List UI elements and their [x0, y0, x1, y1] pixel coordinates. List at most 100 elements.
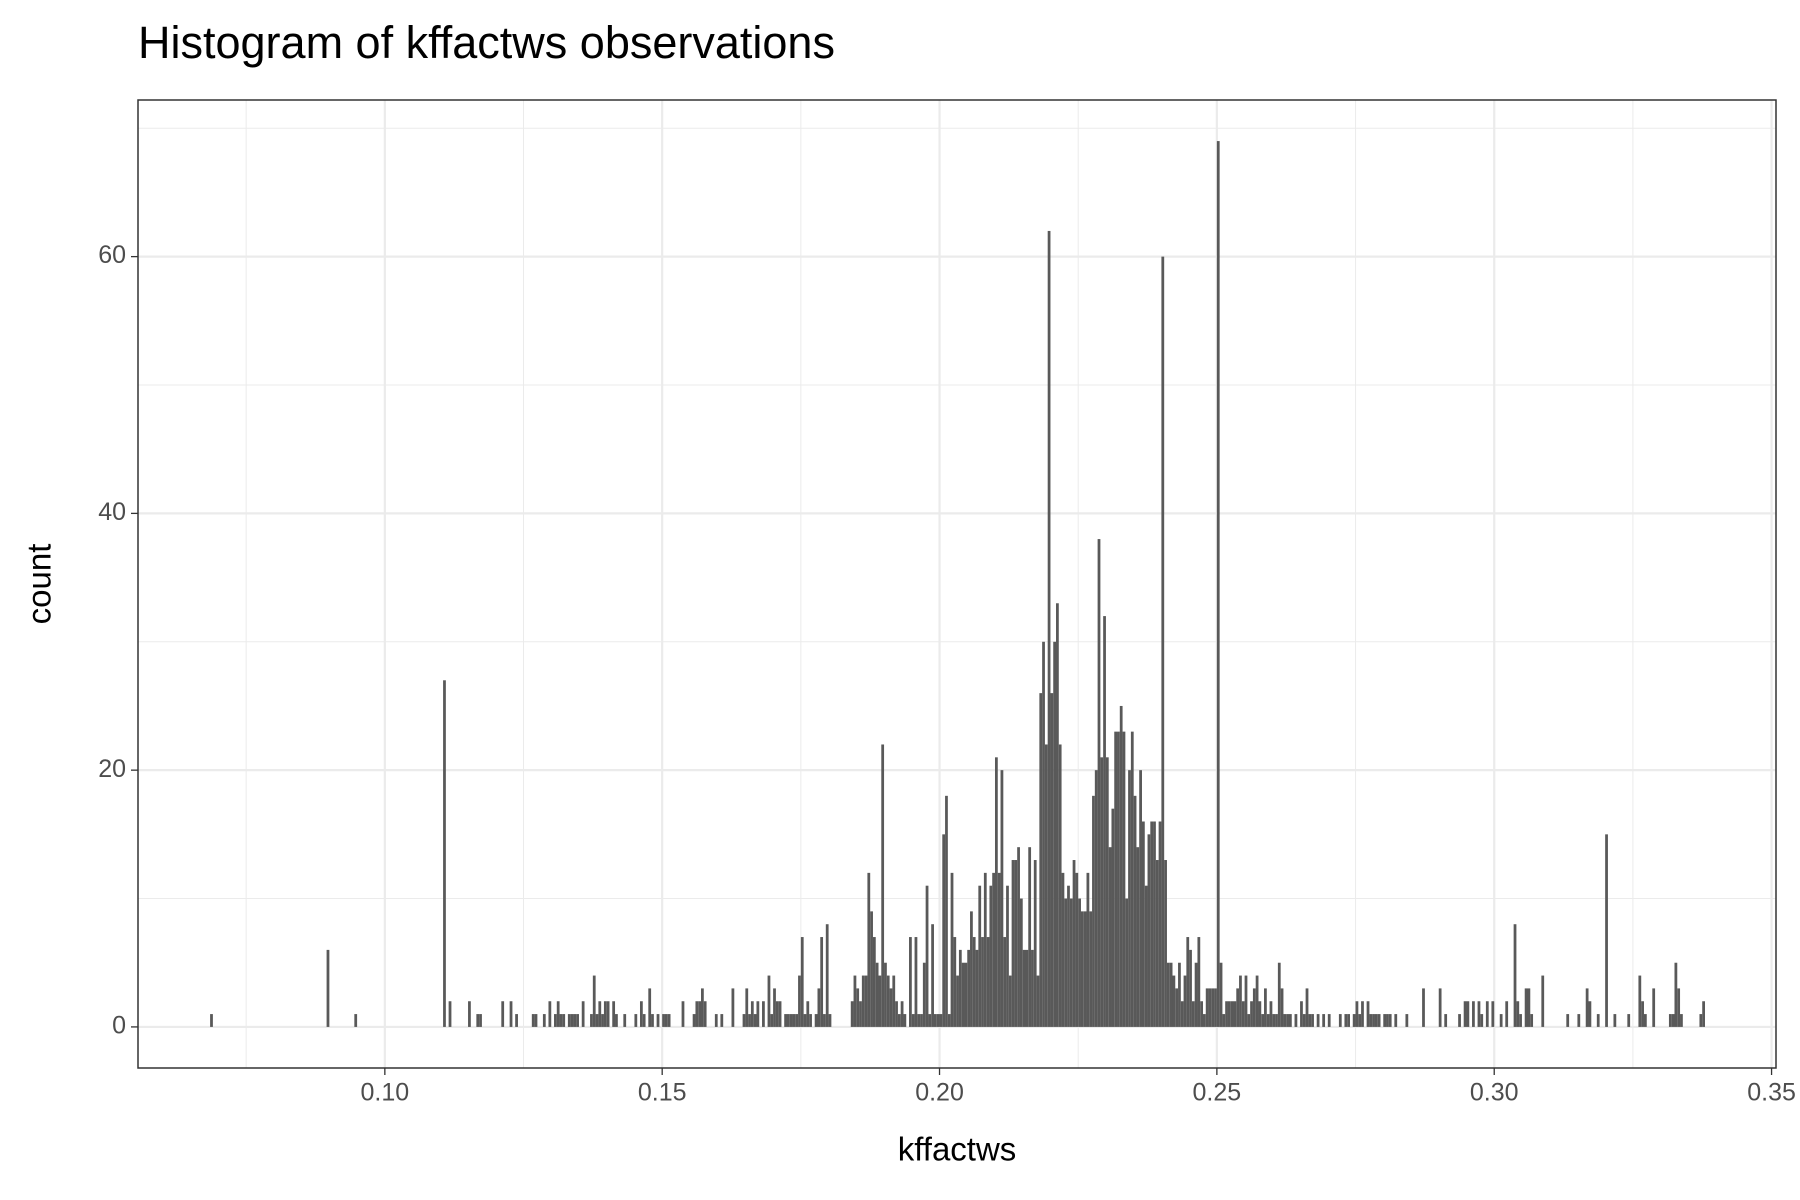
- bar: [1668, 1014, 1672, 1027]
- bar: [731, 988, 735, 1027]
- bar: [950, 872, 954, 1027]
- bar: [1139, 770, 1142, 1027]
- bar: [986, 937, 990, 1027]
- bar: [1477, 1001, 1481, 1027]
- bar: [1294, 1014, 1298, 1027]
- plot-border: [137, 99, 1777, 1069]
- bar: [1103, 616, 1106, 1027]
- bar: [1219, 962, 1223, 1027]
- bar: [1061, 872, 1065, 1027]
- bar: [210, 1014, 213, 1027]
- bar: [1094, 770, 1098, 1027]
- bar: [1394, 1014, 1398, 1027]
- bar: [1699, 1014, 1703, 1027]
- bar: [1017, 847, 1020, 1027]
- bar: [903, 1014, 907, 1027]
- bar: [953, 937, 957, 1027]
- bar: [1302, 1014, 1306, 1027]
- bar: [789, 1014, 793, 1027]
- bar: [942, 834, 946, 1027]
- bar: [603, 1001, 607, 1027]
- bar: [548, 1001, 552, 1027]
- bar: [562, 1014, 566, 1027]
- bar: [884, 962, 887, 1027]
- bar: [1541, 975, 1545, 1027]
- bar: [664, 1014, 668, 1027]
- bar: [1072, 860, 1076, 1027]
- bar: [850, 1001, 854, 1027]
- bar: [803, 1014, 807, 1027]
- bar: [1194, 962, 1198, 1027]
- bar: [1327, 1014, 1331, 1027]
- bar: [889, 988, 893, 1027]
- bar: [615, 1014, 618, 1027]
- bar: [1122, 731, 1126, 1027]
- bar: [554, 1014, 557, 1027]
- bar: [1566, 1014, 1570, 1027]
- bar: [756, 1001, 760, 1027]
- bar: [581, 1001, 585, 1027]
- bar: [1150, 821, 1154, 1027]
- bar: [590, 1014, 593, 1027]
- bar: [326, 949, 330, 1027]
- bar: [958, 949, 962, 1027]
- bar: [1211, 988, 1215, 1027]
- bar: [914, 937, 918, 1027]
- bar: [479, 1014, 482, 1027]
- bar: [825, 924, 829, 1027]
- bar: [911, 1014, 915, 1027]
- bar: [1308, 1014, 1312, 1027]
- bar: [1405, 1014, 1409, 1027]
- bar: [542, 1014, 546, 1027]
- bar: [1671, 1014, 1675, 1027]
- bar: [1239, 975, 1242, 1027]
- bar: [1641, 1001, 1644, 1027]
- grid: [138, 100, 1776, 1068]
- bar: [1153, 821, 1156, 1027]
- bar: [531, 1014, 535, 1027]
- bar: [900, 1001, 904, 1027]
- bar: [1108, 847, 1112, 1027]
- bar: [1086, 872, 1090, 1027]
- bar: [501, 1001, 505, 1027]
- bar: [1078, 898, 1081, 1027]
- bar: [881, 744, 885, 1027]
- bar: [1258, 1001, 1262, 1027]
- bar: [714, 1014, 718, 1027]
- bar: [922, 962, 926, 1027]
- bar: [1585, 988, 1589, 1027]
- bar: [753, 1014, 757, 1027]
- bar: [928, 1014, 932, 1027]
- bar: [1261, 1014, 1265, 1027]
- bar: [1652, 988, 1656, 1027]
- bar: [1677, 988, 1681, 1027]
- bar: [856, 988, 860, 1027]
- bar: [1222, 1014, 1226, 1027]
- y-axis-title: count: [21, 544, 58, 625]
- bar: [1680, 1014, 1683, 1027]
- bar: [745, 988, 749, 1027]
- bar: [592, 975, 596, 1027]
- bars: [210, 141, 1705, 1027]
- bar: [1058, 744, 1062, 1027]
- bar: [947, 1014, 951, 1027]
- x-tick-label: 0.25: [1193, 1079, 1242, 1107]
- bar: [1214, 988, 1217, 1027]
- bar: [1008, 975, 1012, 1027]
- bar: [992, 872, 995, 1027]
- y-tick-label: 0: [112, 1012, 126, 1040]
- bar: [1169, 962, 1173, 1027]
- bar: [975, 949, 979, 1027]
- bar: [570, 1014, 574, 1027]
- bar: [1022, 949, 1026, 1027]
- bar: [784, 1014, 787, 1027]
- bar: [1114, 731, 1118, 1027]
- bar: [886, 975, 890, 1027]
- bar: [1369, 1014, 1373, 1027]
- bar: [983, 872, 987, 1027]
- bar: [1200, 1001, 1204, 1027]
- bar: [1596, 1014, 1600, 1027]
- bar: [1283, 1014, 1287, 1027]
- bar: [612, 1001, 616, 1027]
- bar: [623, 1014, 627, 1027]
